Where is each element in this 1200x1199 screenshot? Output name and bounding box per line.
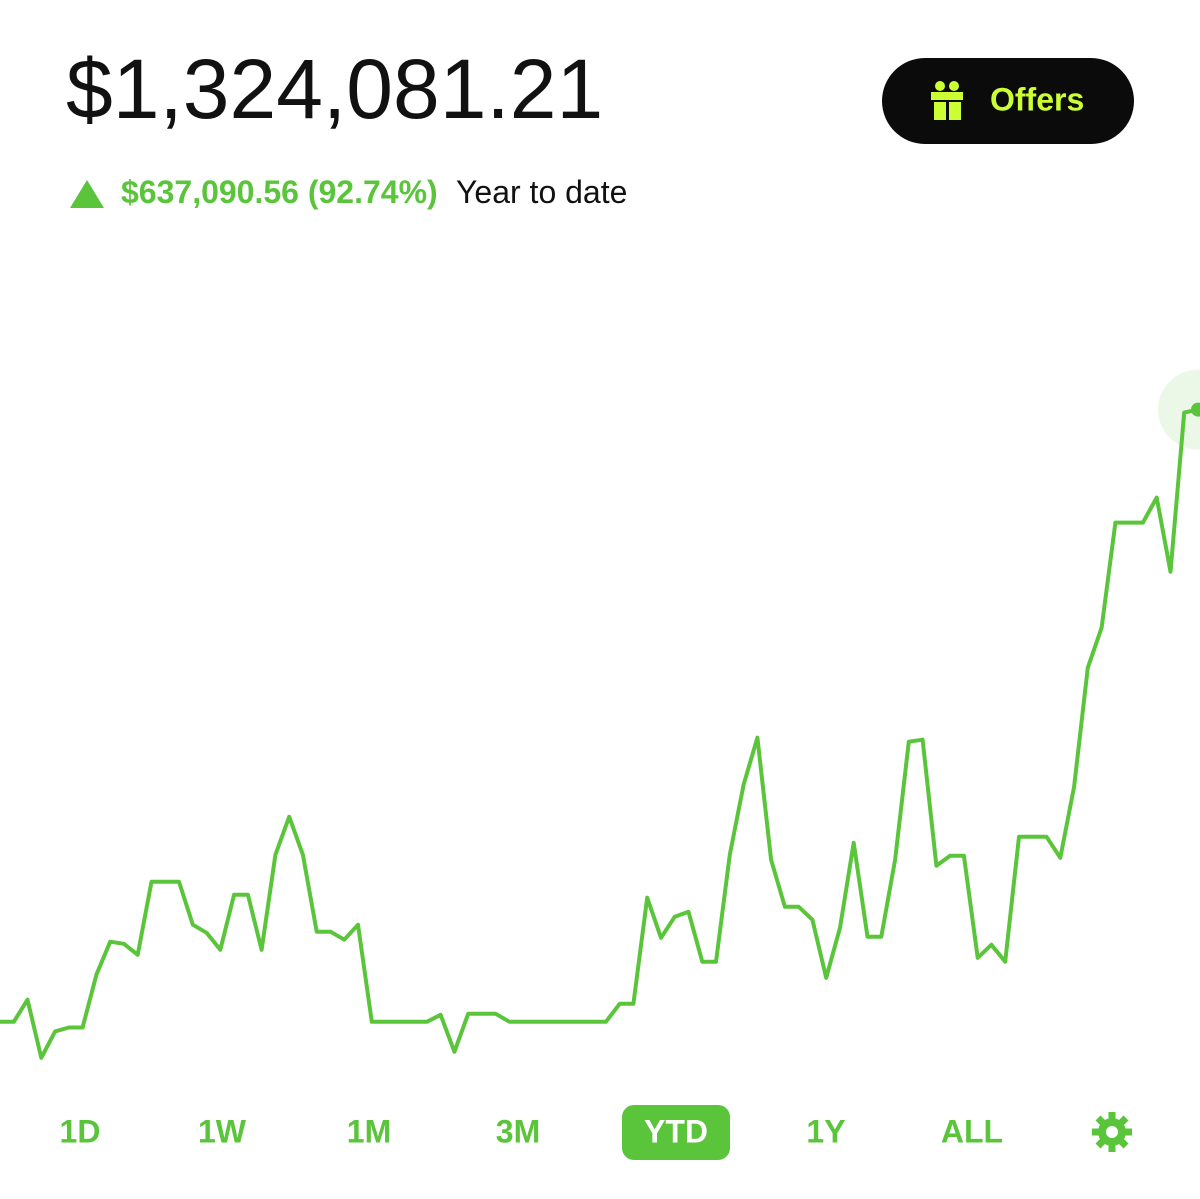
balance: $1,324,081.21 xyxy=(66,42,603,136)
change-line: $637,090.56 (92.74%) Year to date xyxy=(121,174,627,210)
range-tab[interactable]: 3M xyxy=(496,1113,540,1149)
offers-label[interactable]: Offers xyxy=(990,81,1084,117)
plot xyxy=(0,369,1200,1060)
range-tab[interactable]: 1D xyxy=(60,1113,101,1149)
offers-pill[interactable] xyxy=(882,58,1134,144)
range-tabs: 1D 1W 1M 3M YTD 1Y ALL xyxy=(60,1105,1003,1160)
period: Year to date xyxy=(456,174,627,210)
range-tab[interactable]: 1Y xyxy=(806,1113,845,1149)
range-tab[interactable]: ALL xyxy=(941,1113,1003,1149)
offers-button[interactable]: Offers xyxy=(882,58,1134,144)
change: $637,090.56 (92.74%) xyxy=(121,174,438,210)
gift-icon xyxy=(931,81,963,120)
range-tab[interactable]: 1W xyxy=(198,1113,247,1149)
range-tab[interactable]: YTD xyxy=(644,1113,708,1149)
tab-selected-bg[interactable] xyxy=(622,1105,730,1160)
current-halo xyxy=(1158,369,1200,450)
current-point xyxy=(1191,402,1200,417)
price-line xyxy=(0,407,1199,1060)
settings-icon[interactable] xyxy=(1092,1112,1132,1152)
range-tab[interactable]: 1M xyxy=(347,1113,391,1149)
up-arrow xyxy=(70,180,104,208)
